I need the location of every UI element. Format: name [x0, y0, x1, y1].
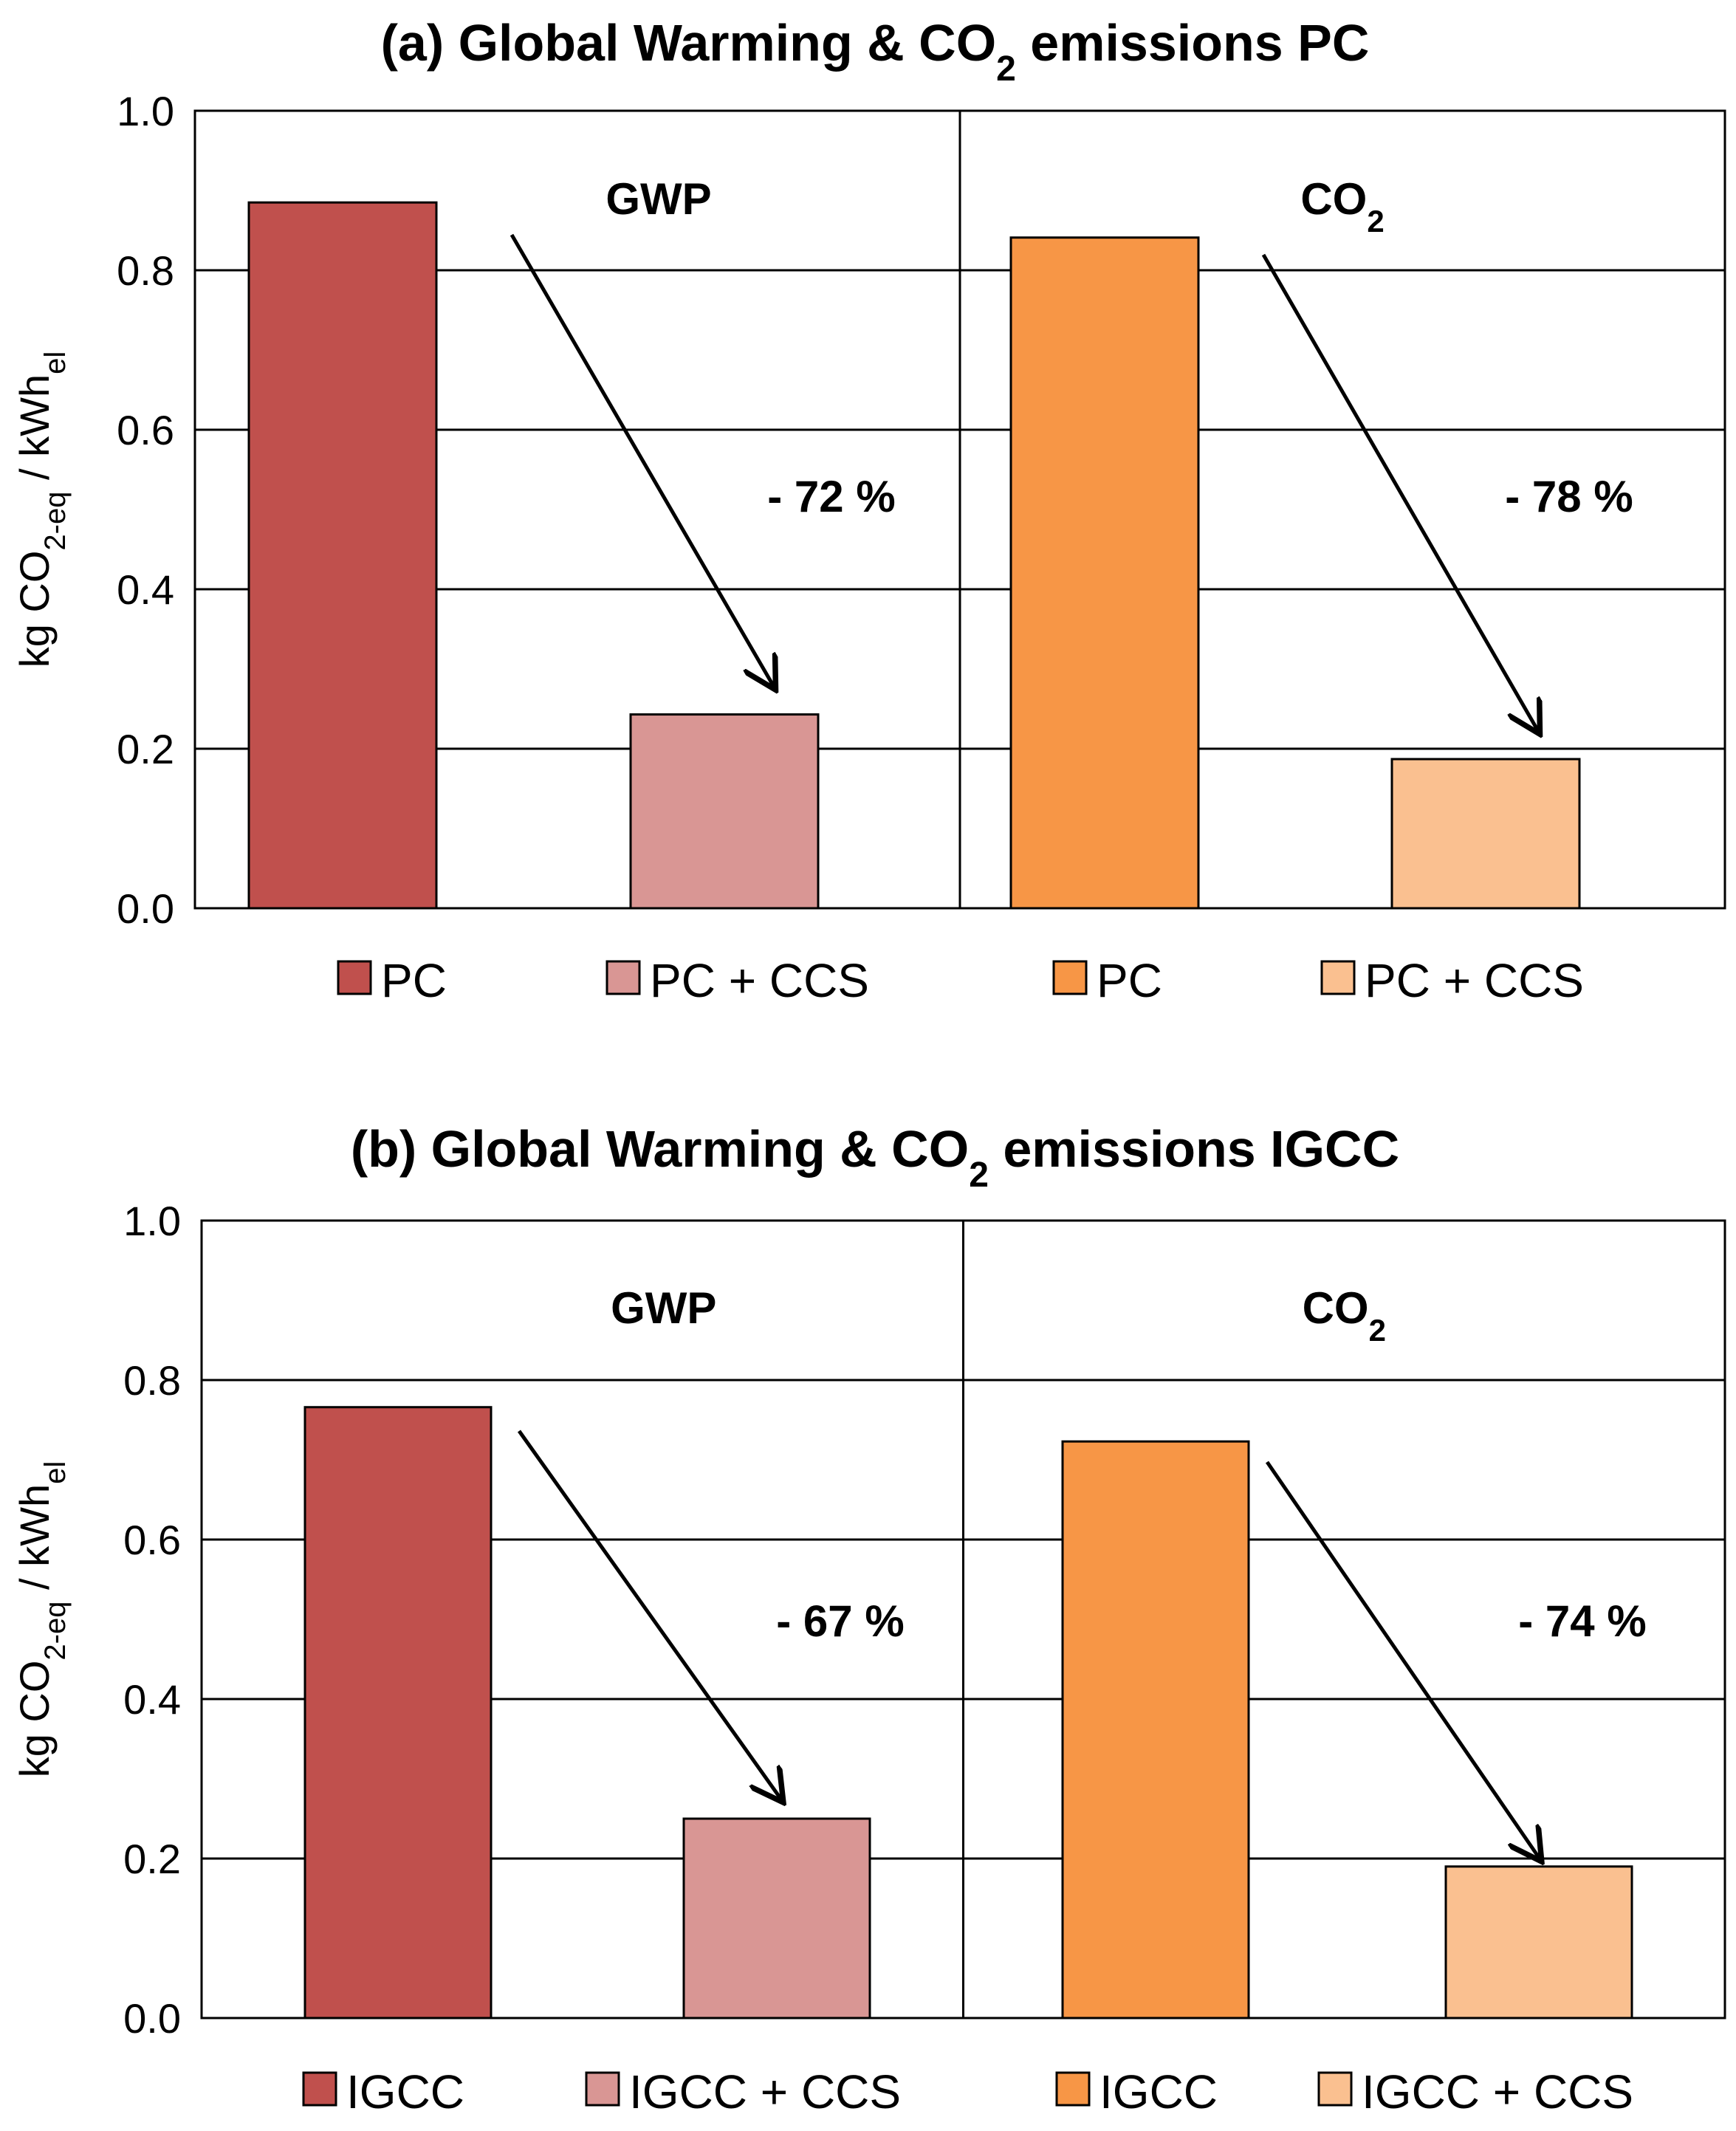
legend-label-b: IGCC + CCS [1362, 2065, 1633, 2118]
reduction-label-b: - 74 % [1518, 1596, 1646, 1646]
legend-label-a: PC [1097, 954, 1162, 1007]
legend-label-b: IGCC [346, 2065, 464, 2118]
reduction-arrow-b [1265, 1461, 1540, 1859]
chart-a: (a) Global Warming & CO2 emissions PC 0.0… [11, 14, 1726, 1007]
bar-igcc-b [1061, 1440, 1250, 2020]
y-axis-label-b: kg CO2-eq / kWhel [11, 1461, 72, 1778]
y-tick-label-b: 0.2 [123, 1836, 181, 1882]
panel-label-b: CO2 [1303, 1283, 1386, 1348]
bar-pc-a [247, 201, 438, 910]
reduction-label-b: - 67 % [776, 1596, 904, 1646]
legend-swatch-a [337, 960, 372, 995]
legend-swatch-a [605, 960, 641, 995]
bar-igcc-ccs-b [682, 1817, 871, 2020]
reduction-arrow-a [510, 233, 774, 687]
y-tick-label-a: 1.0 [117, 88, 174, 134]
chart-title-a: (a) Global Warming & CO2 emissions PC [381, 14, 1370, 89]
reduction-arrow-a [1261, 253, 1538, 731]
bar-pc-ccs-a [629, 713, 820, 910]
legend-swatch-b [1055, 2071, 1091, 2107]
bar-igcc-b [303, 1406, 493, 2020]
bar-pc-a [1009, 236, 1200, 910]
y-tick-label-b: 0.4 [123, 1676, 181, 1723]
chart-b: (b) Global Warming & CO2 emissions IGCC 0… [11, 1120, 1726, 2118]
panel-label-b: GWP [611, 1283, 716, 1333]
reduction-label-a: - 78 % [1505, 472, 1633, 521]
bar-igcc-ccs-b [1444, 1865, 1633, 2020]
legend-label-a: PC + CCS [1365, 954, 1584, 1007]
bar-pc-ccs-a [1390, 758, 1581, 910]
y-tick-label-b: 0.0 [123, 1995, 181, 2042]
y-tick-label-a: 0.6 [117, 407, 174, 453]
reduction-label-a: - 72 % [767, 472, 895, 521]
y-tick-label-a: 0.0 [117, 885, 174, 932]
legend-label-a: PC + CCS [650, 954, 869, 1007]
legend-swatch-b [585, 2071, 620, 2107]
y-tick-label-b: 1.0 [123, 1198, 181, 1244]
reduction-arrow-b [517, 1430, 781, 1799]
y-axis-label-a: kg CO2-eq / kWhel [11, 351, 72, 668]
panel-label-a: CO2 [1300, 174, 1384, 239]
chart-title-b: (b) Global Warming & CO2 emissions IGCC [351, 1120, 1399, 1195]
legend-swatch-b [302, 2071, 337, 2107]
y-tick-label-a: 0.4 [117, 566, 174, 613]
legend-label-a: PC [381, 954, 447, 1007]
legend-swatch-b [1317, 2071, 1353, 2107]
y-tick-label-b: 0.6 [123, 1517, 181, 1563]
panel-label-a: GWP [605, 174, 711, 224]
y-tick-label-a: 0.8 [117, 247, 174, 294]
legend-label-b: IGCC + CCS [629, 2065, 901, 2118]
legend-swatch-a [1052, 960, 1088, 995]
y-tick-label-b: 0.8 [123, 1357, 181, 1404]
y-tick-label-a: 0.2 [117, 726, 174, 772]
legend-swatch-a [1320, 960, 1356, 995]
legend-label-b: IGCC [1099, 2065, 1218, 2118]
